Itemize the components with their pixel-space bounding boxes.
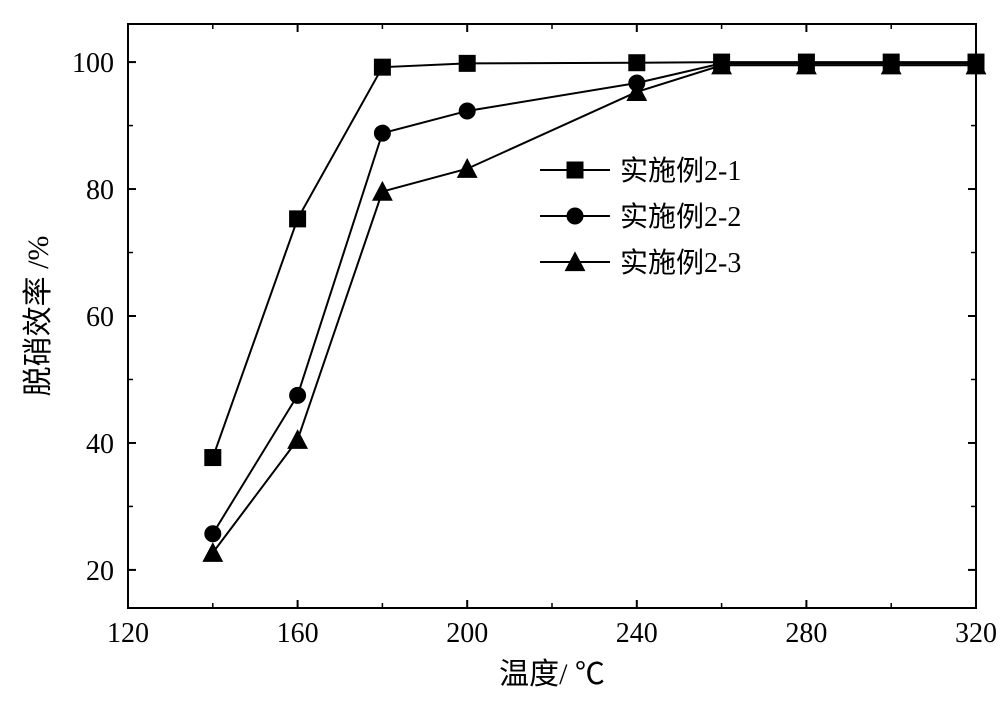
marker-triangle bbox=[373, 182, 392, 200]
legend-label: 实施例2-2 bbox=[620, 201, 741, 233]
marker-square bbox=[459, 55, 475, 71]
legend-label: 实施例2-1 bbox=[620, 155, 741, 187]
x-tick-label: 160 bbox=[277, 618, 319, 649]
y-tick-label: 80 bbox=[86, 175, 114, 206]
y-tick-label: 60 bbox=[86, 302, 114, 333]
marker-circle bbox=[205, 526, 221, 542]
plot-box bbox=[128, 24, 976, 608]
x-tick-label: 240 bbox=[616, 618, 658, 649]
marker-square bbox=[374, 59, 390, 75]
marker-triangle bbox=[203, 543, 222, 561]
series-line bbox=[213, 62, 976, 457]
y-tick-label: 40 bbox=[86, 429, 114, 460]
marker-square bbox=[567, 162, 583, 178]
marker-circle bbox=[567, 208, 583, 224]
x-tick-label: 200 bbox=[446, 618, 488, 649]
marker-circle bbox=[374, 125, 390, 141]
x-tick-label: 120 bbox=[107, 618, 149, 649]
y-axis-label: 脱硝效率 /% bbox=[22, 236, 55, 397]
y-tick-label: 20 bbox=[86, 556, 114, 587]
marker-triangle bbox=[458, 159, 477, 177]
series-line bbox=[213, 65, 976, 553]
x-axis-label: 温度/ ℃ bbox=[499, 658, 605, 691]
marker-square bbox=[290, 211, 306, 227]
marker-circle bbox=[459, 103, 475, 119]
marker-square bbox=[629, 55, 645, 71]
marker-square bbox=[205, 450, 221, 466]
marker-circle bbox=[290, 387, 306, 403]
x-tick-label: 320 bbox=[955, 618, 997, 649]
series-line bbox=[213, 63, 976, 533]
legend-label: 实施例2-3 bbox=[620, 247, 741, 279]
marker-triangle bbox=[288, 430, 307, 448]
x-tick-label: 280 bbox=[785, 618, 827, 649]
y-tick-label: 100 bbox=[72, 48, 114, 79]
